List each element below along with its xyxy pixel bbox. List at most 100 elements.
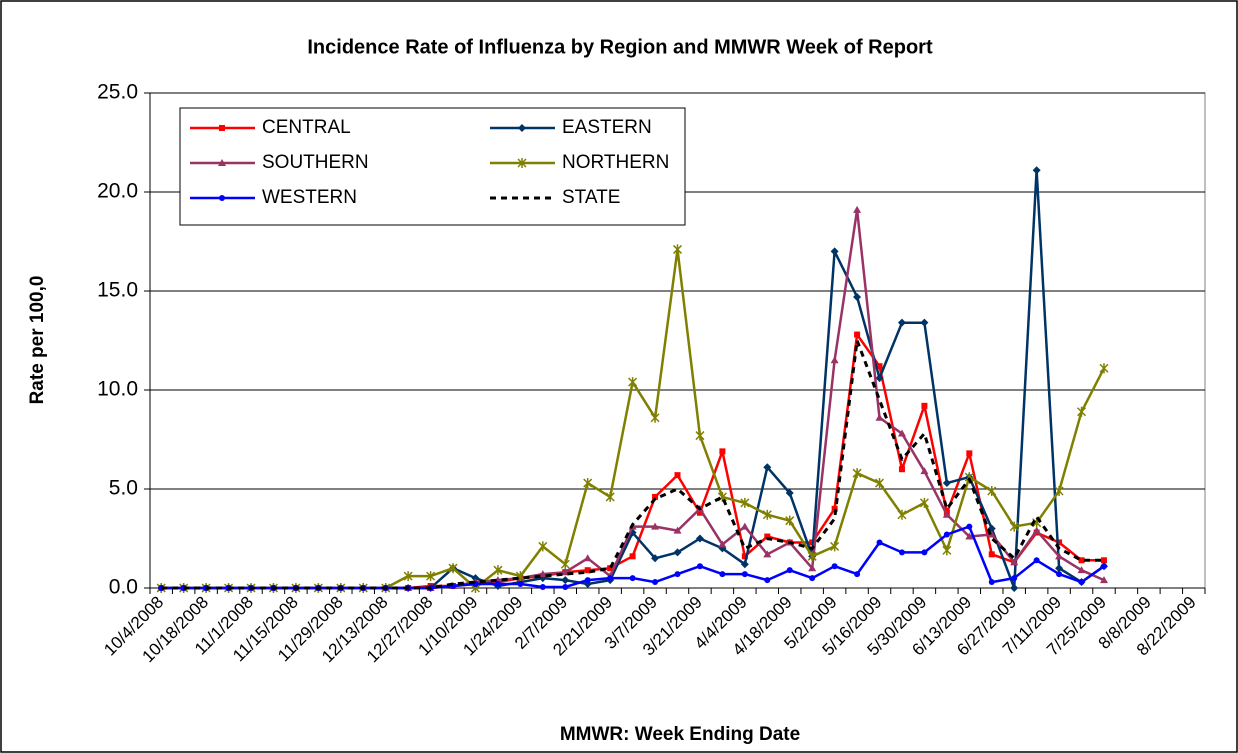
marker bbox=[1009, 521, 1019, 532]
marker bbox=[696, 509, 703, 516]
marker bbox=[852, 468, 862, 479]
marker bbox=[831, 563, 838, 570]
marker bbox=[874, 478, 885, 489]
marker bbox=[673, 548, 682, 557]
marker bbox=[762, 509, 772, 520]
marker bbox=[560, 559, 570, 570]
marker bbox=[740, 497, 750, 508]
marker bbox=[1099, 576, 1108, 584]
marker bbox=[561, 576, 570, 585]
marker bbox=[651, 522, 660, 530]
marker bbox=[652, 579, 659, 586]
marker bbox=[807, 551, 817, 562]
marker bbox=[763, 550, 772, 558]
y-tick-label: 15.0 bbox=[97, 279, 138, 302]
marker bbox=[605, 491, 615, 502]
marker bbox=[830, 541, 840, 552]
y-tick-label: 20.0 bbox=[97, 180, 138, 203]
marker bbox=[921, 549, 928, 556]
legend-label: NORTHERN bbox=[562, 152, 669, 173]
y-axis-label: Rate per 100,0 bbox=[27, 276, 48, 405]
marker bbox=[1055, 564, 1064, 573]
marker bbox=[1099, 363, 1109, 374]
marker bbox=[1032, 526, 1041, 534]
marker bbox=[854, 571, 861, 578]
marker bbox=[562, 584, 569, 591]
marker bbox=[942, 545, 952, 556]
marker bbox=[652, 493, 659, 500]
marker bbox=[830, 356, 839, 364]
marker bbox=[898, 549, 905, 556]
marker bbox=[763, 463, 772, 472]
marker bbox=[1077, 406, 1087, 417]
marker bbox=[988, 551, 995, 558]
marker bbox=[831, 505, 838, 512]
marker bbox=[695, 534, 704, 543]
marker bbox=[1033, 557, 1040, 564]
marker bbox=[809, 575, 816, 582]
marker bbox=[583, 478, 593, 489]
marker bbox=[785, 488, 794, 497]
y-tick-label: 25.0 bbox=[97, 81, 138, 104]
marker bbox=[830, 247, 839, 256]
marker bbox=[607, 575, 614, 582]
marker bbox=[673, 526, 682, 534]
marker bbox=[1100, 557, 1107, 564]
marker bbox=[1010, 584, 1019, 592]
marker bbox=[1054, 485, 1064, 496]
marker bbox=[987, 530, 996, 538]
marker bbox=[943, 531, 950, 538]
marker bbox=[719, 448, 726, 455]
marker bbox=[651, 554, 660, 563]
marker bbox=[785, 515, 795, 526]
marker bbox=[853, 292, 862, 301]
marker bbox=[584, 567, 591, 574]
legend: CENTRAL EASTERN SOUTHERN NORTHERN WESTERN STA… bbox=[179, 107, 686, 226]
marker bbox=[1010, 558, 1019, 566]
marker bbox=[607, 565, 614, 572]
marker bbox=[898, 466, 905, 473]
legend-label: STATE bbox=[562, 187, 620, 208]
series bbox=[161, 339, 1104, 590]
marker bbox=[854, 331, 861, 338]
marker bbox=[853, 205, 862, 213]
marker bbox=[966, 450, 973, 457]
marker bbox=[517, 581, 524, 588]
marker bbox=[696, 563, 703, 570]
marker bbox=[1077, 566, 1086, 574]
y-tick-label: 0.0 bbox=[109, 576, 138, 599]
marker bbox=[695, 430, 705, 441]
marker bbox=[740, 560, 749, 569]
marker bbox=[920, 467, 929, 475]
marker bbox=[718, 540, 727, 548]
x-axis-label: MMWR: Week Ending Date bbox=[560, 724, 800, 745]
marker bbox=[1055, 552, 1064, 560]
marker bbox=[538, 541, 548, 552]
marker bbox=[719, 571, 726, 578]
marker bbox=[672, 244, 683, 255]
marker bbox=[1078, 579, 1085, 586]
marker bbox=[897, 509, 907, 520]
marker bbox=[919, 497, 929, 508]
marker bbox=[448, 563, 458, 574]
marker bbox=[493, 565, 503, 576]
marker bbox=[561, 568, 570, 576]
marker bbox=[584, 577, 591, 584]
marker bbox=[875, 374, 884, 383]
marker bbox=[494, 581, 501, 588]
marker bbox=[875, 413, 884, 421]
marker bbox=[674, 571, 681, 578]
marker bbox=[674, 472, 681, 479]
legend-box bbox=[179, 107, 686, 226]
legend-marker bbox=[219, 125, 225, 131]
marker bbox=[921, 402, 928, 409]
marker bbox=[965, 532, 974, 540]
marker bbox=[808, 564, 817, 572]
legend-marker bbox=[517, 158, 527, 168]
marker bbox=[741, 553, 748, 560]
marker bbox=[764, 577, 771, 584]
marker bbox=[876, 363, 883, 370]
marker bbox=[629, 575, 636, 582]
